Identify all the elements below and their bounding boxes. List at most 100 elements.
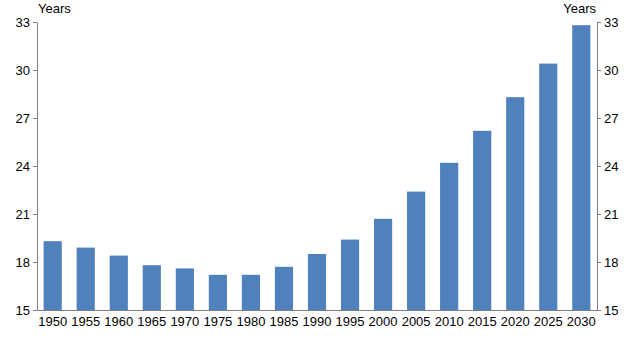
x-axis-tick: 1985 (270, 314, 299, 329)
y2-axis-tick-label: 33 (604, 15, 618, 30)
y2-axis-tick-mark (597, 262, 601, 263)
x-axis-tick: 2025 (534, 314, 563, 329)
x-axis: 1950 1955 1960 1965 1970 1975 1980 1985 1990 1995… (38, 311, 598, 330)
x-axis-tick: 2020 (501, 314, 530, 329)
x-axis-tick-label: 2005 (402, 314, 431, 329)
x-axis-tick: 2000 (369, 314, 398, 329)
x-axis-tick: 2030 (567, 314, 596, 329)
bar (143, 265, 161, 310)
x-axis-tick: 1970 (170, 314, 199, 329)
y-axis-tick: 24 (16, 159, 37, 174)
y2-axis-tick: 24 (597, 159, 618, 174)
x-axis-tick: 1965 (137, 314, 166, 329)
x-axis-tick: 1975 (203, 314, 232, 329)
y-axis-tick-mark (33, 262, 37, 263)
x-axis-tick-label: 1965 (137, 314, 166, 329)
x-axis-tick-label: 2000 (369, 314, 398, 329)
bar (110, 256, 128, 310)
y-axis-line (37, 23, 38, 311)
y-axis-title: Years (38, 1, 71, 16)
y-axis-tick-mark (33, 214, 37, 215)
y2-axis-tick: 18 (597, 255, 618, 270)
bars (44, 25, 591, 310)
x-axis-tick: 1990 (303, 314, 332, 329)
x-axis-tick-label: 1975 (203, 314, 232, 329)
bar (506, 97, 524, 310)
y-axis-tick-label: 21 (16, 207, 30, 222)
y-axis-tick: 15 (16, 303, 37, 318)
x-axis-line (38, 310, 598, 311)
x-axis-tick: 1995 (336, 314, 365, 329)
bar (374, 219, 392, 310)
y2-axis-tick: 33 (597, 15, 618, 30)
y2-axis-tick-label: 24 (604, 159, 618, 174)
bar (572, 25, 590, 310)
y2-axis-tick-mark (597, 118, 601, 119)
y-axis-tick-label: 33 (16, 15, 30, 30)
x-axis-tick: 2010 (435, 314, 464, 329)
x-axis-tick-label: 1995 (336, 314, 365, 329)
y-axis-tick-label: 15 (16, 303, 30, 318)
y2-axis-tick-mark (597, 166, 601, 167)
x-axis-tick: 1955 (71, 314, 100, 329)
y-axis-tick-label: 24 (16, 159, 30, 174)
y2-axis: 15 18 21 24 27 30 33 (597, 15, 618, 318)
bar (407, 192, 425, 310)
chart: 15 18 21 24 27 30 33 15 18 21 24 27 30 33 1950 1955 1960… (0, 0, 630, 338)
y-axis-tick-mark (33, 310, 37, 311)
y2-axis-tick-mark (597, 310, 601, 311)
y-axis-tick-mark (33, 70, 37, 71)
bar (209, 275, 227, 310)
x-axis-tick-label: 2030 (567, 314, 596, 329)
y2-axis-tick-label: 15 (604, 303, 618, 318)
y2-axis-tick-label: 18 (604, 255, 618, 270)
x-axis-tick-label: 2025 (534, 314, 563, 329)
x-axis-tick-label: 1980 (236, 314, 265, 329)
x-axis-tick: 1980 (236, 314, 265, 329)
bar (473, 131, 491, 310)
x-axis-tick-label: 2015 (468, 314, 497, 329)
y-axis-tick-mark (33, 166, 37, 167)
y-axis-tick-mark (33, 118, 37, 119)
y-axis-tick: 27 (16, 111, 37, 126)
bar (44, 241, 62, 310)
y-axis-tick: 18 (16, 255, 37, 270)
plot: 15 18 21 24 27 30 33 15 18 21 24 27 30 33 1950 1955 1960… (16, 15, 619, 330)
y2-axis-title: Years (563, 1, 596, 16)
y-axis-tick: 30 (16, 63, 37, 78)
x-axis-tick-label: 1950 (38, 314, 67, 329)
x-axis-tick-label: 2010 (435, 314, 464, 329)
bar (275, 267, 293, 310)
bar (242, 275, 260, 310)
y-axis-tick-label: 18 (16, 255, 30, 270)
bar (308, 254, 326, 310)
y-axis-tick: 33 (16, 15, 37, 30)
x-axis-tick-label: 1985 (270, 314, 299, 329)
x-axis-tick-label: 1955 (71, 314, 100, 329)
x-axis-tick-label: 1960 (104, 314, 133, 329)
y-axis: 15 18 21 24 27 30 33 (16, 15, 38, 318)
bar (539, 64, 557, 310)
y2-axis-tick-label: 30 (604, 63, 618, 78)
x-axis-tick: 1950 (38, 314, 67, 329)
bar (77, 248, 95, 310)
y2-axis-tick-mark (597, 22, 601, 23)
y2-axis-tick-mark (597, 214, 601, 215)
y-axis-tick-mark (33, 22, 37, 23)
x-axis-tick: 1960 (104, 314, 133, 329)
y-axis-tick: 21 (16, 207, 37, 222)
x-axis-tick-label: 1970 (170, 314, 199, 329)
y2-axis-tick-mark (597, 70, 601, 71)
bar (176, 268, 194, 310)
y2-axis-tick-label: 21 (604, 207, 618, 222)
y2-axis-tick: 27 (597, 111, 618, 126)
bar (440, 163, 458, 310)
x-axis-tick: 2015 (468, 314, 497, 329)
y-axis-tick-label: 30 (16, 63, 30, 78)
x-axis-tick: 2005 (402, 314, 431, 329)
bar (341, 240, 359, 310)
y2-axis-tick-label: 27 (604, 111, 618, 126)
x-axis-tick-label: 1990 (303, 314, 332, 329)
x-axis-tick-label: 2020 (501, 314, 530, 329)
y2-axis-tick: 21 (597, 207, 618, 222)
